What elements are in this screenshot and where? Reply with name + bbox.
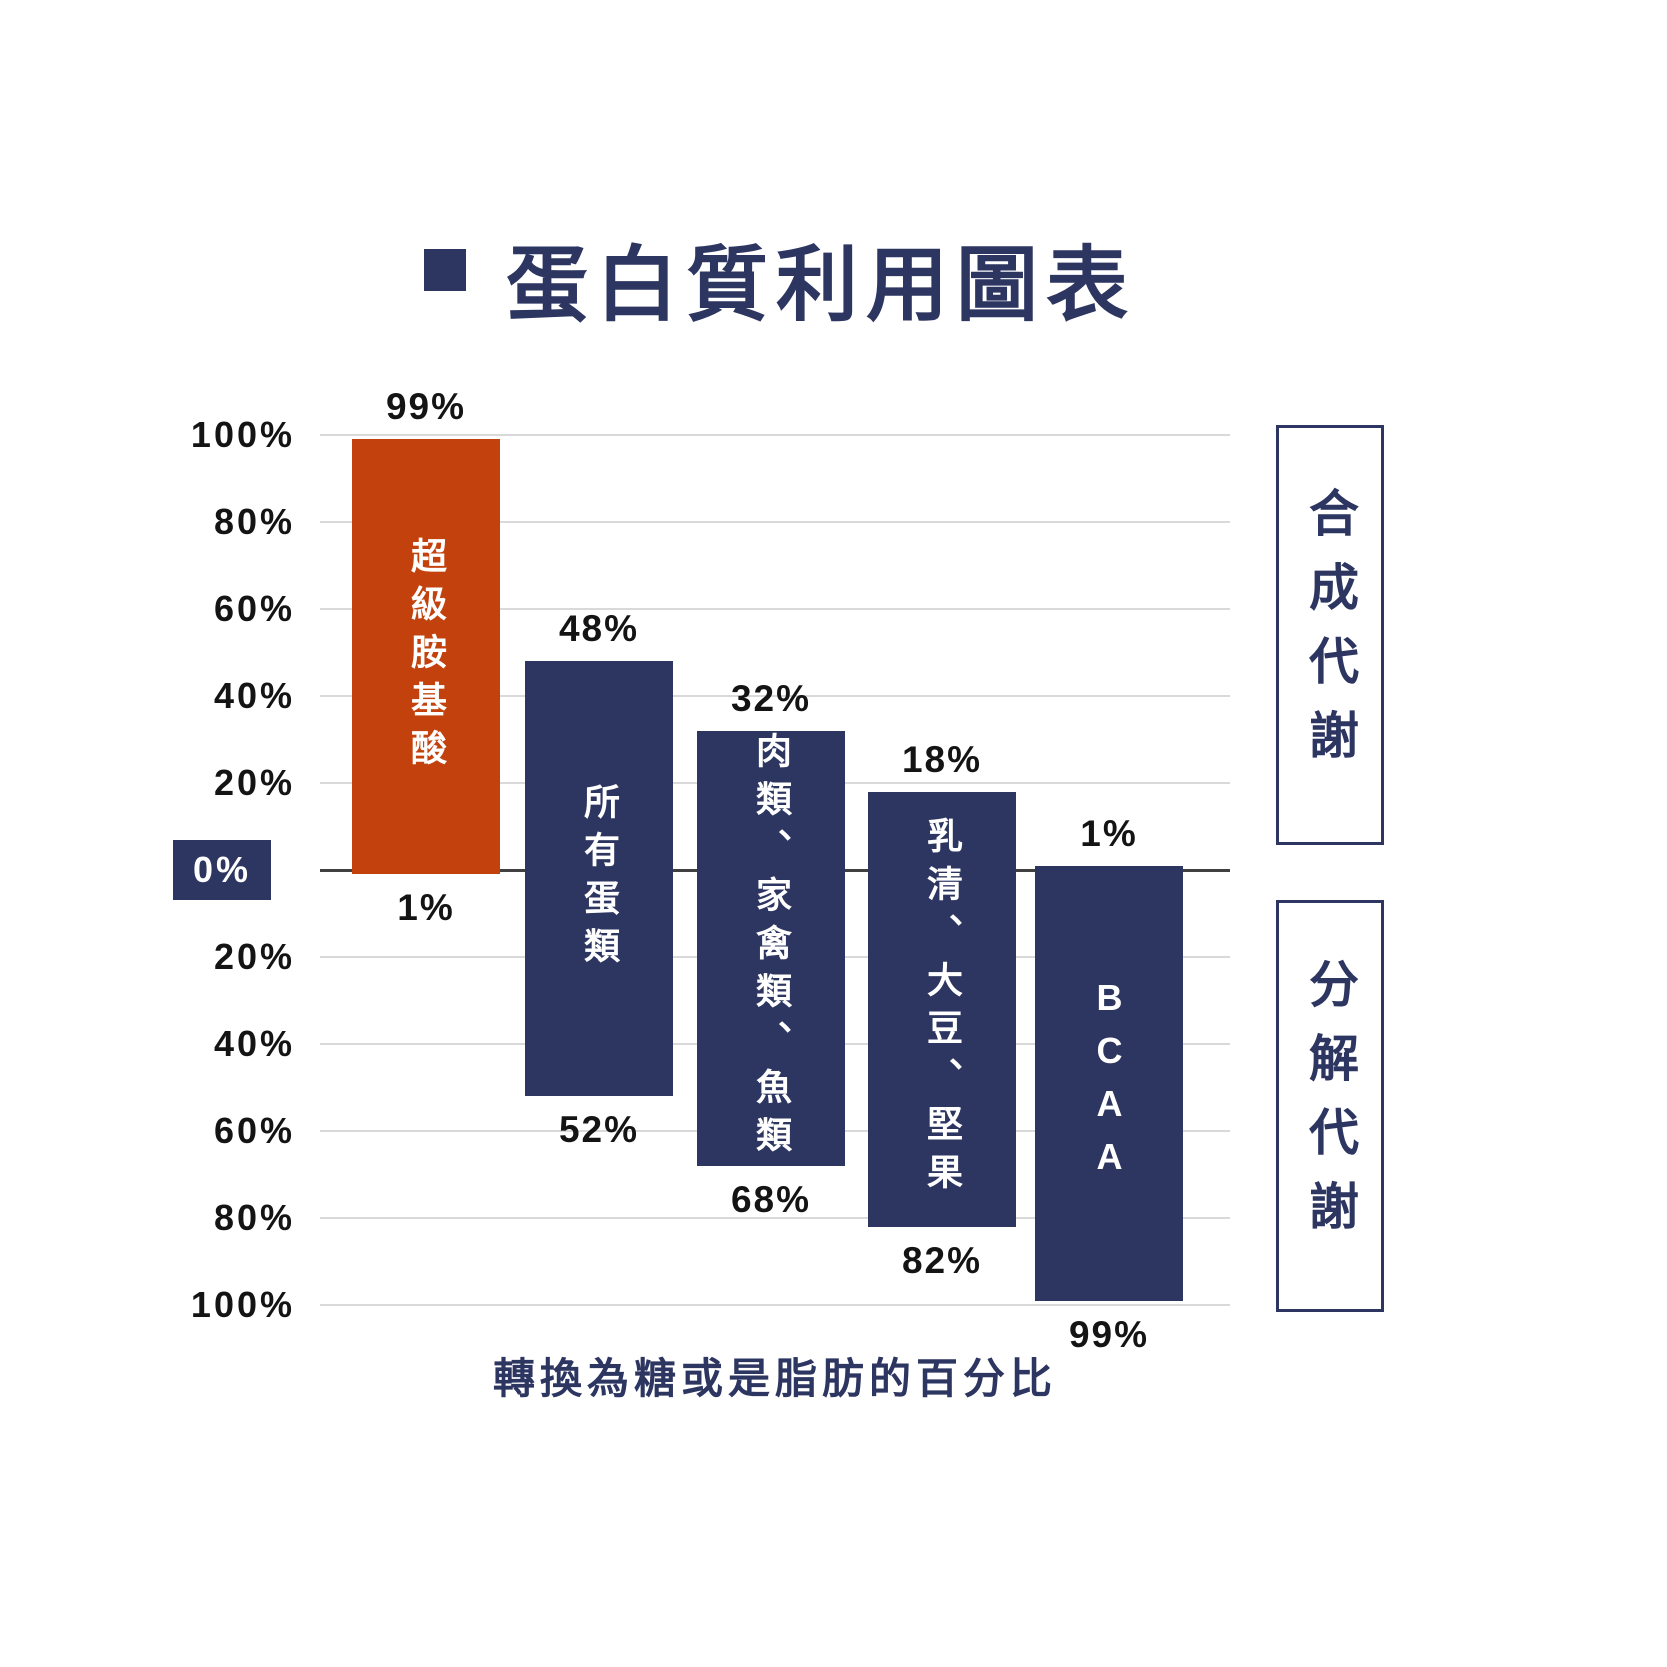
chart-area: 超級胺基酸 99% 1% 所有蛋類 48% 52% 肉類、家禽類、魚類 32% 68% 乳清、大豆…	[320, 387, 1230, 1354]
anabolism-box: 合成代謝	[1276, 425, 1384, 845]
y-tick: 20%	[213, 762, 295, 803]
gridline	[320, 434, 1230, 436]
y-tick: 100%	[190, 414, 295, 455]
y-axis-ticks: 100% 80% 60% 40% 20% 0% 20% 40% 60% 80% 100%	[160, 417, 295, 1323]
y-tick: 100%	[190, 1284, 295, 1325]
y-tick-zero: 0%	[172, 840, 271, 900]
chart-bar: 乳清、大豆、堅果	[868, 791, 1016, 1227]
bar-value-above: 1%	[1080, 812, 1138, 854]
bar-name-label: 所有蛋類	[579, 782, 620, 975]
gridline	[320, 608, 1230, 610]
chart-bar: 肉類、家禽類、魚類	[697, 730, 845, 1166]
y-tick: 20%	[213, 936, 295, 977]
bar-name-label: BCAA	[1089, 977, 1130, 1190]
bar-name-label: 肉類、家禽類、魚類	[751, 732, 792, 1165]
x-axis-caption: 轉換為糖或是脂肪的百分比	[492, 1355, 1057, 1402]
chart-title-row: 蛋白質利用圖表	[0, 218, 1560, 337]
catabolism-box: 分解代謝	[1276, 900, 1384, 1312]
bar-value-above: 32%	[730, 677, 812, 719]
bar-value-below: 82%	[901, 1239, 983, 1281]
gridline	[320, 1217, 1230, 1219]
bar-value-below: 99%	[1068, 1313, 1150, 1355]
bar-name-label: 乳清、大豆、堅果	[922, 817, 963, 1202]
y-tick: 60%	[213, 1110, 295, 1151]
bar-value-above: 18%	[901, 738, 983, 780]
title-bullet-square-icon	[423, 248, 466, 291]
bar-value-above: 48%	[558, 608, 640, 650]
bar-value-below: 68%	[730, 1178, 812, 1220]
y-tick: 40%	[213, 1023, 295, 1064]
bar-value-above: 99%	[385, 386, 467, 428]
chart-bar: 超級胺基酸	[352, 439, 500, 875]
gridline	[320, 1304, 1230, 1306]
chart-title: 蛋白質利用圖表	[505, 240, 1136, 331]
anabolism-label: 合成代謝	[1302, 487, 1358, 783]
gridline	[320, 521, 1230, 523]
bar-value-below: 1%	[397, 887, 455, 929]
y-tick: 60%	[213, 588, 295, 629]
chart-bar: BCAA	[1035, 865, 1183, 1301]
y-tick: 80%	[213, 1197, 295, 1238]
chart-bar: 所有蛋類	[525, 661, 673, 1097]
y-tick: 40%	[213, 675, 295, 716]
bar-value-below: 52%	[558, 1109, 640, 1151]
y-tick: 80%	[213, 501, 295, 542]
bar-name-label: 超級胺基酸	[406, 536, 447, 777]
gridline	[320, 695, 1230, 697]
catabolism-label: 分解代謝	[1302, 958, 1358, 1254]
